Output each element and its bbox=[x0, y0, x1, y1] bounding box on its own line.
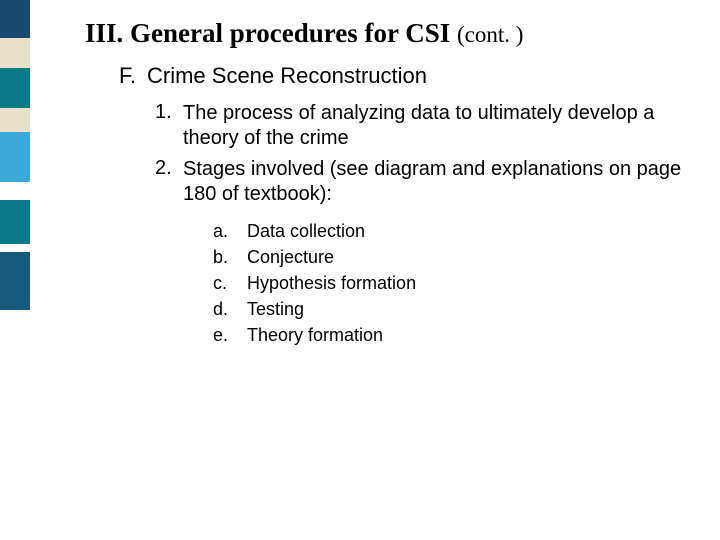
sidebar-stripes bbox=[0, 0, 30, 540]
item-text: Hypothesis formation bbox=[247, 273, 416, 294]
item-text: Testing bbox=[247, 299, 304, 320]
item-letter: d. bbox=[213, 299, 247, 320]
slide-title: III. General procedures for CSI (cont. ) bbox=[85, 18, 700, 49]
stripe bbox=[0, 132, 30, 182]
stripe bbox=[0, 200, 30, 244]
item-text: The process of analyzing data to ultimat… bbox=[183, 101, 700, 151]
item-number: 2. bbox=[155, 157, 183, 207]
stripe bbox=[0, 182, 30, 200]
lettered-item: d.Testing bbox=[213, 299, 700, 320]
lettered-item: b.Conjecture bbox=[213, 247, 700, 268]
title-cont: (cont. ) bbox=[457, 22, 523, 47]
item-letter: a. bbox=[213, 221, 247, 242]
item-text: Theory formation bbox=[247, 325, 383, 346]
lettered-list: a.Data collectionb.Conjecturec.Hypothesi… bbox=[213, 221, 700, 346]
slide-content: III. General procedures for CSI (cont. )… bbox=[85, 18, 700, 351]
stripe bbox=[0, 108, 30, 132]
item-number: 1. bbox=[155, 101, 183, 151]
numbered-item: 2.Stages involved (see diagram and expla… bbox=[155, 157, 700, 207]
stripe bbox=[0, 68, 30, 108]
numbered-item: 1.The process of analyzing data to ultim… bbox=[155, 101, 700, 151]
section-letter: F. bbox=[119, 63, 147, 89]
section-text: Crime Scene Reconstruction bbox=[147, 63, 427, 88]
title-main: III. General procedures for CSI bbox=[85, 18, 457, 48]
lettered-item: c.Hypothesis formation bbox=[213, 273, 700, 294]
stripe bbox=[0, 244, 30, 252]
item-letter: c. bbox=[213, 273, 247, 294]
stripe bbox=[0, 252, 30, 310]
lettered-item: a.Data collection bbox=[213, 221, 700, 242]
lettered-item: e.Theory formation bbox=[213, 325, 700, 346]
item-text: Conjecture bbox=[247, 247, 334, 268]
item-letter: e. bbox=[213, 325, 247, 346]
section-heading: F.Crime Scene Reconstruction bbox=[119, 63, 700, 89]
item-text: Data collection bbox=[247, 221, 365, 242]
numbered-list: 1.The process of analyzing data to ultim… bbox=[155, 101, 700, 207]
stripe bbox=[0, 38, 30, 68]
item-letter: b. bbox=[213, 247, 247, 268]
stripe bbox=[0, 0, 30, 38]
item-text: Stages involved (see diagram and explana… bbox=[183, 157, 700, 207]
